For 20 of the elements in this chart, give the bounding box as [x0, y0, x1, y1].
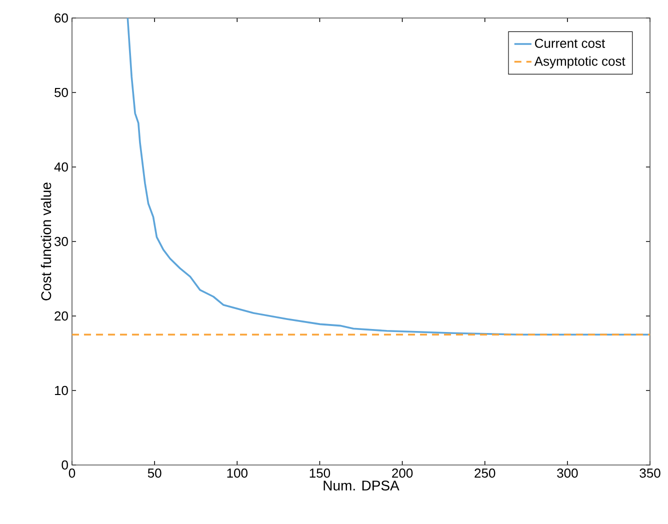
y-tick-label: 40: [54, 162, 68, 172]
x-tick-label: 350: [640, 468, 660, 478]
line-series: [126, 18, 650, 336]
x-tick-label: 150: [310, 468, 330, 478]
x-tick-label: 50: [148, 468, 162, 478]
y-axis-title: Cost function value: [40, 182, 52, 300]
y-tick-label: 30: [54, 236, 68, 246]
x-tick-label: 300: [557, 468, 578, 478]
x-tick-label: 100: [227, 468, 248, 478]
legend-label: Current cost: [535, 38, 606, 48]
x-axis-title: Num. DPSA: [324, 480, 400, 491]
x-tick-label: 200: [392, 468, 413, 478]
legend-label: Asymptotic cost: [534, 56, 626, 68]
x-tick-label: 0: [68, 468, 76, 478]
y-tick-label: 60: [54, 13, 68, 23]
y-tick-label: 50: [54, 88, 68, 98]
y-tick-label: 0: [62, 460, 68, 470]
x-tick-label: 250: [474, 468, 496, 478]
y-tick-label: 20: [54, 311, 68, 321]
y-tick-label: 10: [54, 386, 68, 396]
